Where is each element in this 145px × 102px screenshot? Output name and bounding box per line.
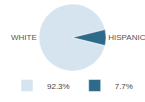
svg-text:92.3%: 92.3% bbox=[47, 82, 70, 91]
svg-text:7.7%: 7.7% bbox=[115, 82, 133, 91]
svg-text:HISPANIC: HISPANIC bbox=[108, 33, 145, 42]
svg-text:WHITE: WHITE bbox=[11, 33, 37, 42]
